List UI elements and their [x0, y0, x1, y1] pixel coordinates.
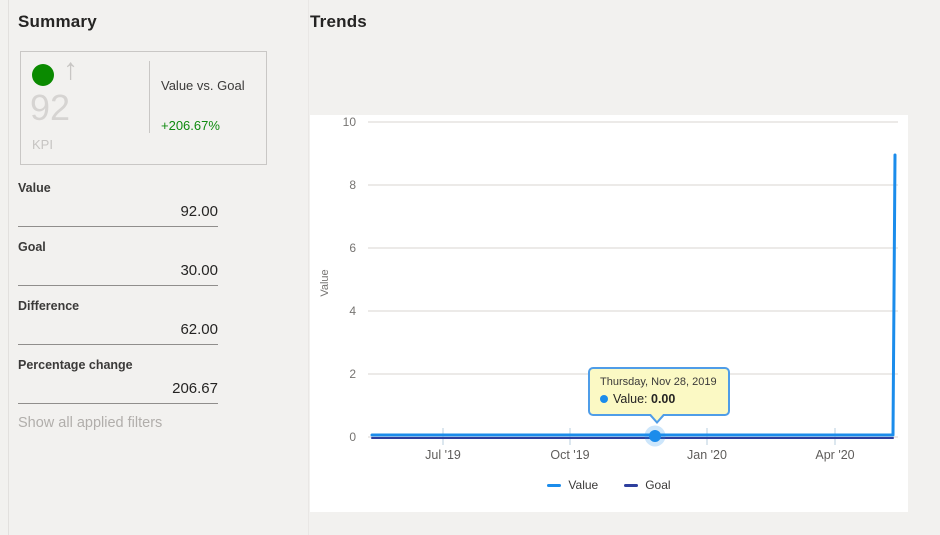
kpi-status-green-icon — [32, 64, 54, 86]
summary-field-difference: Difference 62.00 — [18, 295, 218, 345]
left-pane-divider — [8, 0, 9, 535]
trends-heading: Trends — [310, 12, 367, 31]
y-axis-title: Value — [319, 269, 331, 296]
tooltip-value: 0.00 — [651, 392, 676, 406]
field-value: 62.00 — [180, 321, 218, 338]
y-tick: 6 — [349, 241, 356, 255]
show-all-applied-filters-link[interactable]: Show all applied filters — [18, 415, 163, 431]
y-tick: 4 — [349, 304, 356, 318]
kpi-card: ↑ 92 KPI Value vs. Goal +206.67% — [20, 51, 267, 165]
series-dot-icon — [600, 395, 608, 403]
field-value: 92.00 — [180, 203, 218, 220]
summary-heading: Summary — [18, 12, 97, 31]
kpi-value: 92 — [30, 87, 71, 128]
legend-item-goal[interactable]: Goal — [624, 478, 671, 492]
trend-up-arrow-icon: ↑ — [63, 53, 78, 86]
chart-legend: Value Goal — [310, 475, 908, 495]
x-axis-tick-labels: Jul '19 Oct '19 Jan '20 Apr '20 — [425, 448, 855, 462]
trends-line-chart[interactable]: 10 8 6 4 2 0 Value Jul '19 Oct '19 Jan '… — [310, 115, 908, 512]
highlighted-data-point[interactable] — [644, 425, 666, 447]
field-label: Percentage change — [18, 358, 133, 372]
summary-field-value: Value 92.00 — [18, 177, 218, 227]
kpi-comparison-label: Value vs. Goal — [161, 78, 245, 93]
y-tick: 2 — [349, 367, 356, 381]
summary-field-goal: Goal 30.00 — [18, 236, 218, 286]
trends-chart-panel[interactable]: 10 8 6 4 2 0 Value Jul '19 Oct '19 Jan '… — [310, 115, 908, 512]
tooltip-value-row: Value: 0.00 — [600, 392, 717, 406]
y-tick: 0 — [349, 430, 356, 444]
field-value: 206.67 — [172, 380, 218, 397]
x-tick: Oct '19 — [550, 448, 589, 462]
y-tick: 10 — [343, 115, 357, 129]
legend-label: Value — [568, 478, 599, 492]
value-series-line[interactable] — [370, 153, 897, 437]
legend-item-value[interactable]: Value — [547, 478, 598, 492]
kpi-label: KPI — [32, 137, 53, 152]
summary-field-percentage-change: Percentage change 206.67 — [18, 354, 218, 404]
x-tick: Jan '20 — [687, 448, 727, 462]
field-label: Goal — [18, 240, 46, 254]
y-axis-tick-labels: 10 8 6 4 2 0 — [343, 115, 357, 444]
y-tick: 8 — [349, 178, 356, 192]
goal-legend-line-icon — [624, 483, 639, 487]
tooltip-date: Thursday, Nov 28, 2019 — [600, 376, 717, 388]
legend-label: Goal — [645, 478, 671, 492]
x-tick: Apr '20 — [815, 448, 854, 462]
summary-trends-divider — [308, 0, 309, 535]
tooltip-series-label: Value: — [613, 392, 648, 406]
value-legend-line-icon — [547, 483, 562, 487]
kpi-card-divider — [149, 61, 150, 133]
field-label: Value — [18, 181, 51, 195]
kpi-comparison-value: +206.67% — [161, 118, 220, 133]
chart-tooltip: Thursday, Nov 28, 2019 Value: 0.00 — [588, 367, 730, 424]
field-value: 30.00 — [180, 262, 218, 279]
field-label: Difference — [18, 299, 80, 313]
x-tick: Jul '19 — [425, 448, 461, 462]
